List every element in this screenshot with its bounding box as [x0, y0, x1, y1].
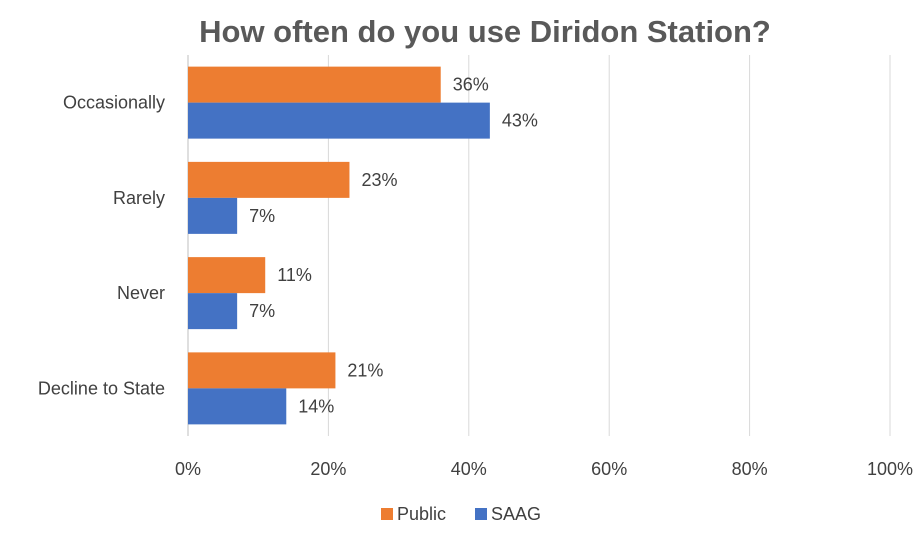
x-tick-label: 40% — [451, 459, 487, 479]
legend-swatch-public — [381, 508, 393, 520]
category-label: Never — [117, 283, 165, 303]
category-label: Occasionally — [63, 93, 165, 113]
legend-label: Public — [397, 504, 446, 524]
data-label: 7% — [249, 301, 275, 321]
legend-swatch-saag — [475, 508, 487, 520]
data-label: 7% — [249, 206, 275, 226]
bar-saag — [188, 102, 490, 139]
bar-public — [188, 161, 350, 198]
bar-saag — [188, 293, 238, 330]
legend-label: SAAG — [491, 504, 541, 524]
bar-saag — [188, 388, 287, 425]
bar-saag — [188, 197, 238, 234]
x-tick-label: 20% — [310, 459, 346, 479]
data-label: 36% — [453, 75, 489, 95]
labels: 0% 20% 40% 60% 80% 100% Occasionally 36% 43% Rare… — [38, 75, 913, 479]
category-label: Rarely — [113, 188, 165, 208]
category-label: Decline to State — [38, 378, 165, 398]
bar-public — [188, 352, 336, 389]
x-tick-label: 100% — [867, 459, 913, 479]
bar-public — [188, 257, 266, 294]
data-label: 43% — [502, 111, 538, 131]
bars — [188, 66, 490, 425]
legend: Public SAAG — [381, 504, 541, 524]
bar-public — [188, 66, 441, 103]
data-label: 23% — [361, 170, 397, 190]
data-label: 11% — [277, 265, 312, 285]
x-tick-label: 60% — [591, 459, 627, 479]
x-tick-label: 80% — [732, 459, 768, 479]
x-tick-label: 0% — [175, 459, 201, 479]
data-label: 21% — [347, 360, 383, 380]
chart-title: How often do you use Diridon Station? — [199, 14, 771, 49]
data-label: 14% — [298, 396, 334, 416]
